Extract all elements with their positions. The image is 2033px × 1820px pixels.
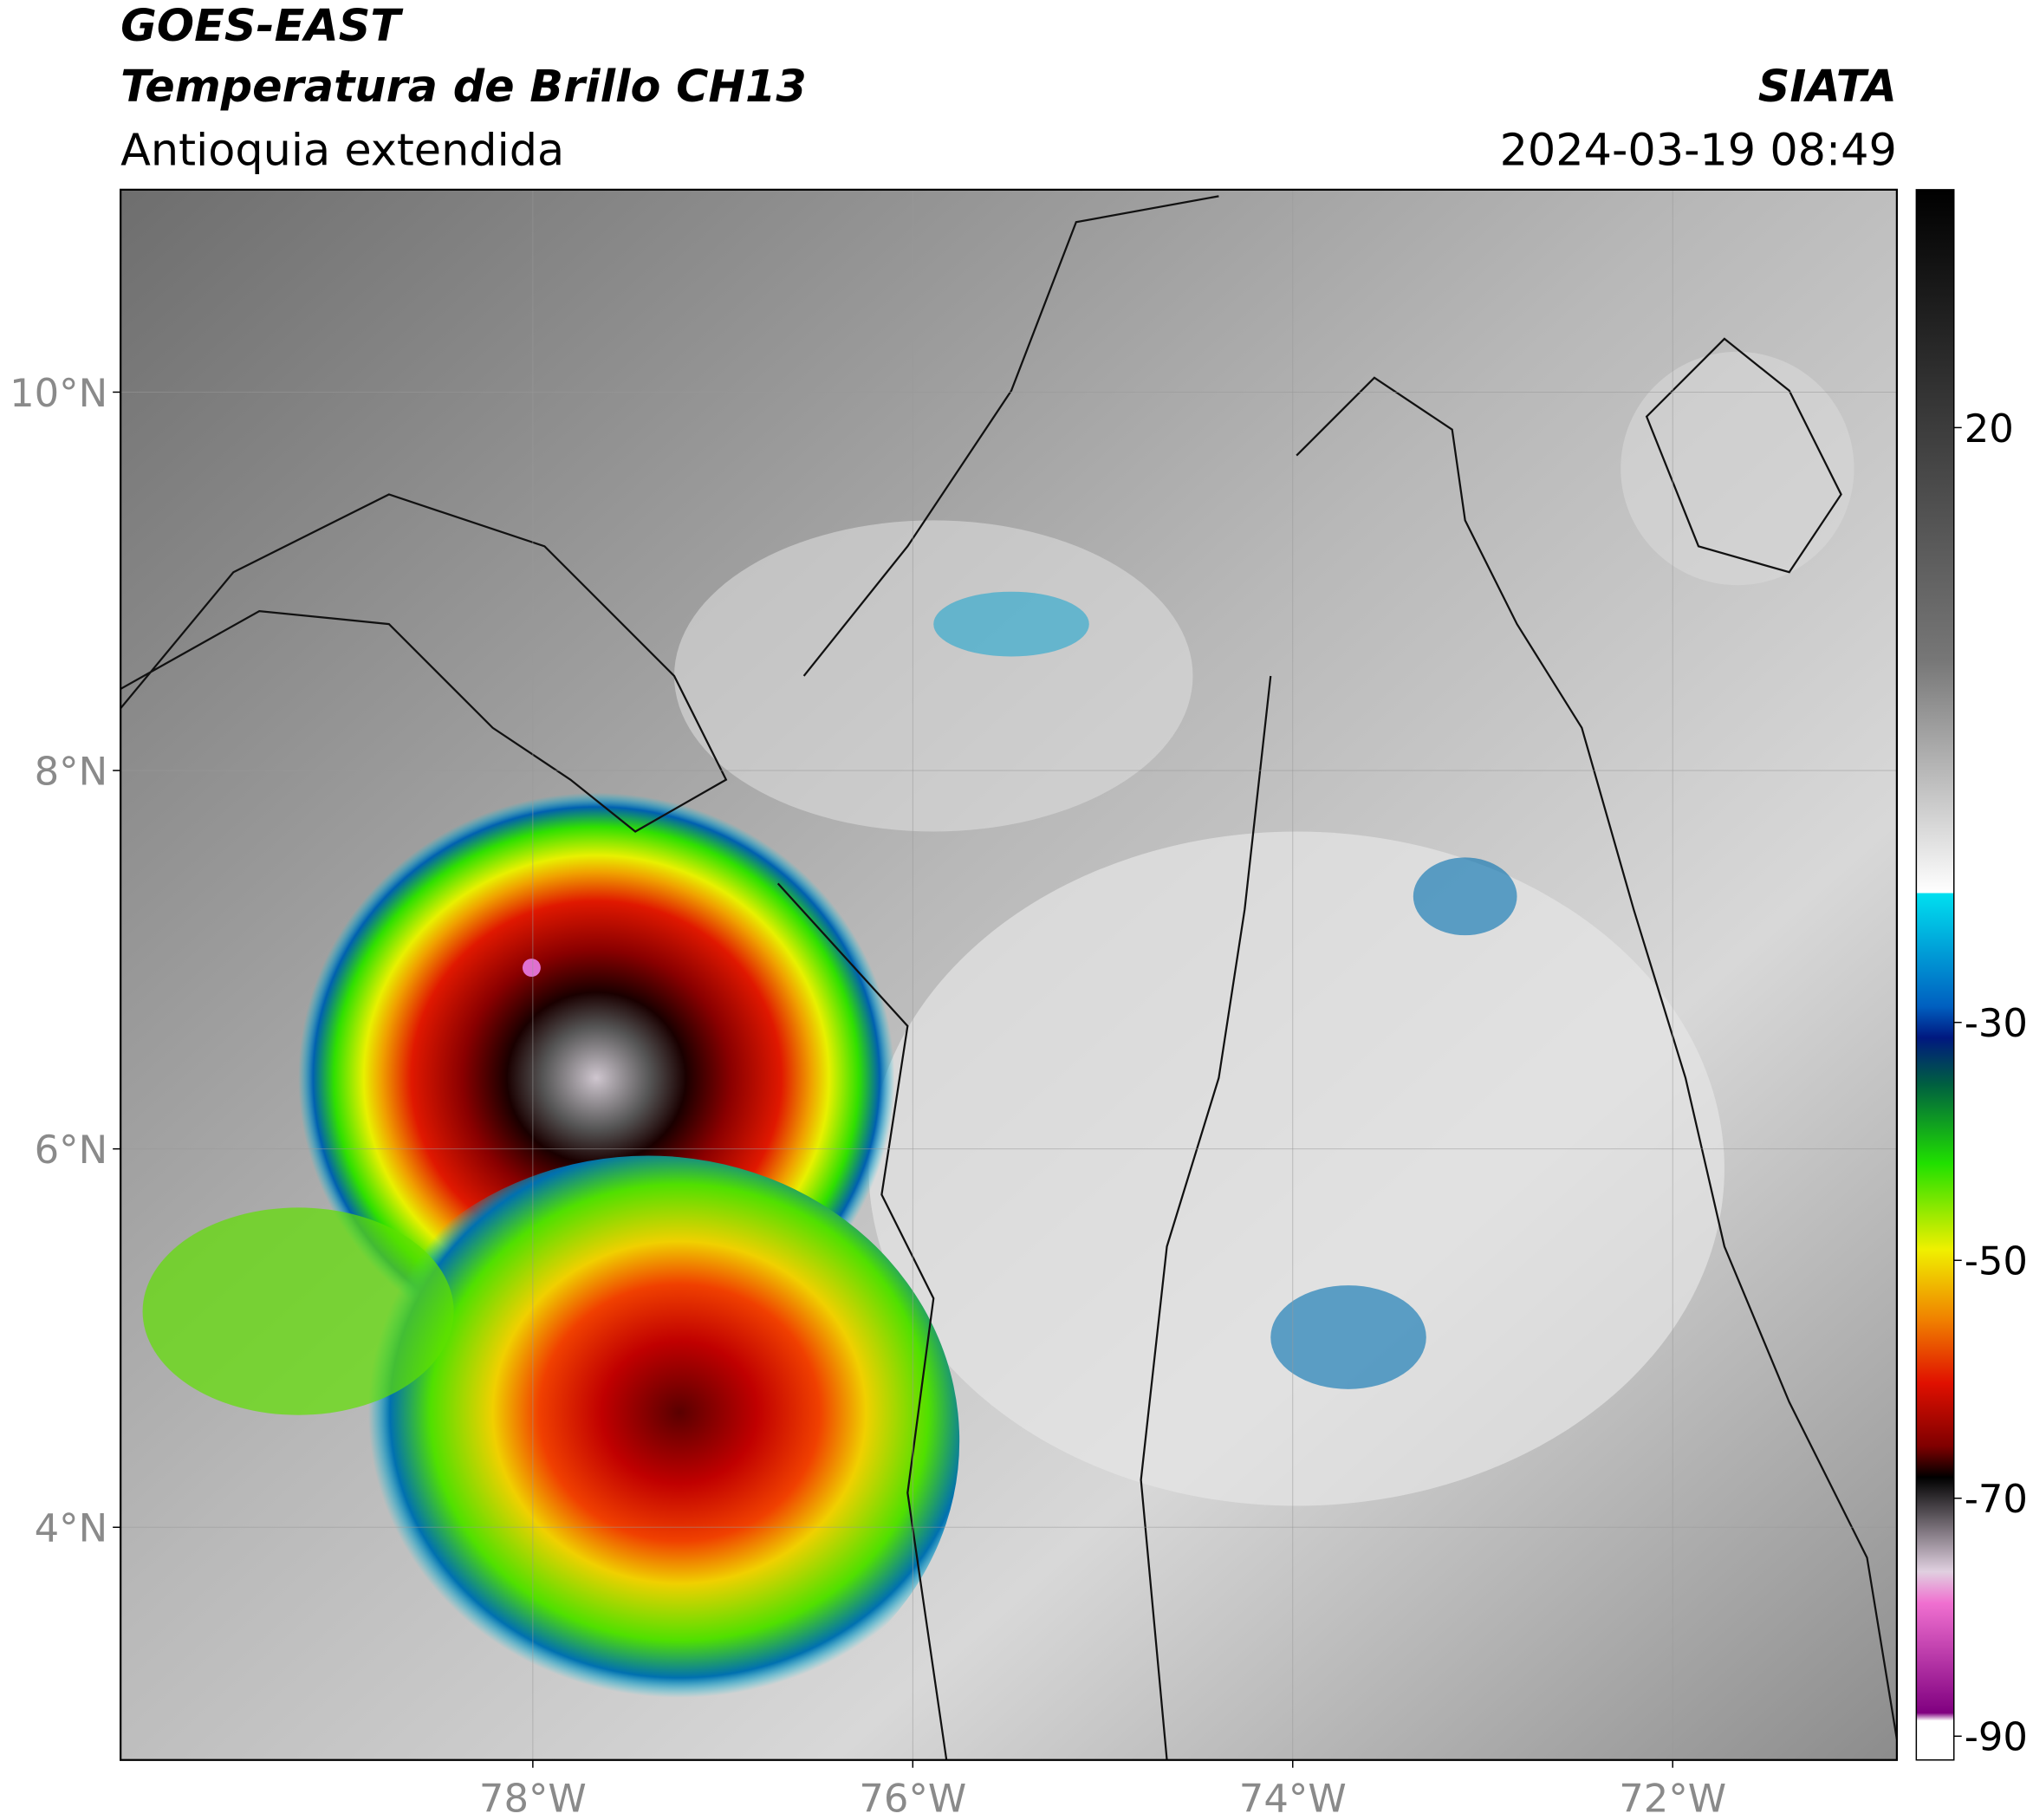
region: Antioquia extendida <box>120 124 564 175</box>
y-tick-label: 10°N <box>10 370 107 416</box>
colorbar-tick-label: 20 <box>1965 406 2014 452</box>
source: SIATA <box>1758 61 1897 112</box>
subtitle: Temperatura de Brillo CH13 <box>120 61 807 112</box>
x-tick-label: 78°W <box>479 1776 587 1820</box>
colorbar-tick-label: -50 <box>1965 1238 2028 1284</box>
x-tick-label: 76°W <box>859 1776 966 1820</box>
y-tick-label: 4°N <box>35 1505 108 1551</box>
x-tick-label: 72°W <box>1619 1776 1726 1820</box>
y-tick-label: 6°N <box>35 1127 108 1173</box>
datetime: 2024-03-19 08:49 <box>1500 124 1897 175</box>
colorbar-tick-label: -90 <box>1965 1714 2028 1760</box>
map-frame <box>120 188 1899 1761</box>
colorbar-tick-label: -30 <box>1965 1000 2028 1046</box>
x-tick-label: 74°W <box>1239 1776 1347 1820</box>
y-tick-label: 8°N <box>35 749 108 795</box>
colorbar <box>1915 189 1955 1761</box>
satellite-image <box>120 189 1897 1760</box>
title: GOES-EAST <box>120 0 404 51</box>
colorbar-tick-label: -70 <box>1965 1476 2028 1522</box>
